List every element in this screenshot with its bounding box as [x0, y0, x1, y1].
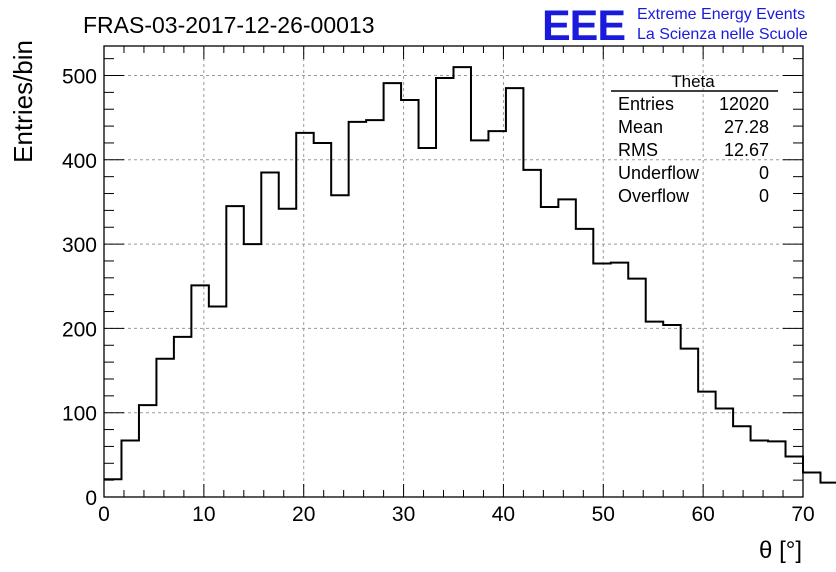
stats-box: Theta Entries 12020 Mean 27.28 RMS 12.67 Under…	[611, 72, 778, 206]
stats-value: 0	[759, 186, 769, 206]
y-tick-label: 500	[62, 66, 97, 89]
x-tick-label: 20	[292, 503, 315, 526]
x-tick-label: 30	[392, 503, 415, 526]
stats-value: 12.67	[724, 140, 769, 160]
logo-line-2: La Scienza nelle Scuole	[637, 26, 808, 43]
x-axis-label: θ [°]	[759, 537, 802, 564]
x-tick-label: 0	[98, 503, 110, 526]
y-axis-label: Entries/bin	[8, 40, 38, 163]
stats-value: 0	[759, 163, 769, 183]
eee-logo: EEE Extreme Energy Events La Scienza nel…	[542, 2, 808, 50]
stats-label: Overflow	[618, 186, 690, 206]
stats-title: Theta	[671, 72, 715, 91]
stats-value: 27.28	[724, 117, 769, 137]
plot-frame	[103, 45, 804, 498]
stats-label: Mean	[618, 117, 663, 137]
stats-label: Underflow	[618, 163, 700, 183]
eee-logo-mark: EEE	[542, 2, 625, 50]
y-tick-label: 200	[62, 318, 97, 341]
y-tick-label: 0	[85, 487, 97, 510]
axis-ticks	[103, 46, 804, 498]
y-tick-labels: 0 100 200 300 400 500	[62, 66, 97, 510]
stats-value: 12020	[719, 94, 769, 114]
x-tick-labels: 0 10 20 30 40 50 60 70	[98, 503, 815, 526]
stats-label: Entries	[618, 94, 674, 114]
y-tick-label: 100	[62, 403, 97, 426]
y-tick-label: 400	[62, 150, 97, 173]
stats-label: RMS	[618, 140, 658, 160]
x-tick-label: 60	[691, 503, 714, 526]
x-tick-label: 40	[492, 503, 515, 526]
x-tick-label: 50	[592, 503, 615, 526]
chart-title: FRAS-03-2017-12-26-00013	[83, 12, 375, 38]
y-tick-label: 300	[62, 234, 97, 257]
x-tick-label: 10	[192, 503, 215, 526]
stats-rows: Entries 12020 Mean 27.28 RMS 12.67 Underflow 0 O…	[618, 94, 769, 206]
logo-line-1: Extreme Energy Events	[637, 6, 805, 23]
x-tick-label: 70	[791, 503, 814, 526]
grid-lines	[104, 46, 803, 497]
